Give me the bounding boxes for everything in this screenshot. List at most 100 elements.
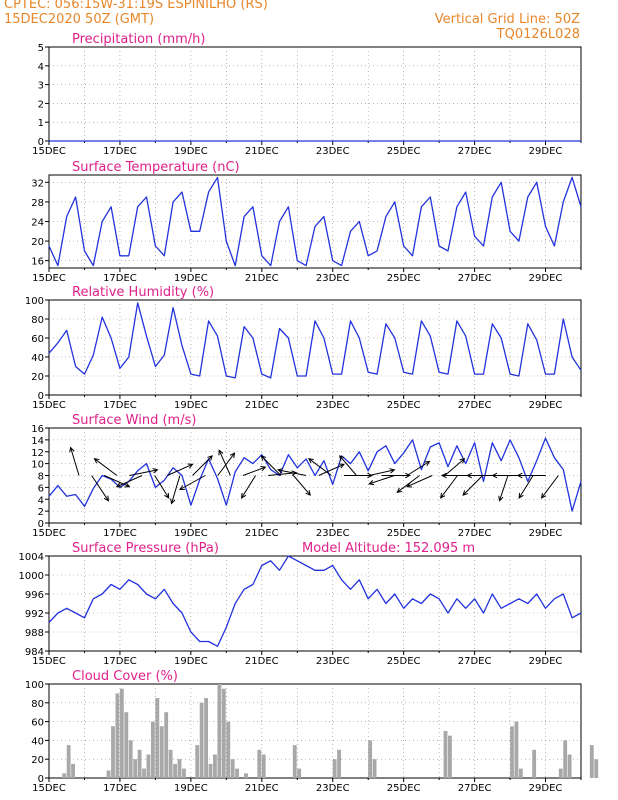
wind-vector: [406, 461, 430, 476]
wind-vector-head: [291, 470, 298, 476]
cloud-title: Cloud Cover (%): [72, 669, 178, 684]
wind-vector-head: [229, 452, 236, 459]
wind-vector-head: [516, 472, 523, 479]
wind-vector-head: [152, 468, 159, 474]
wind-vector-head: [207, 455, 213, 461]
cloud-bar: [332, 759, 337, 778]
wind-vector-head: [424, 460, 431, 467]
cloud-bar: [221, 688, 226, 778]
wind-vector: [241, 475, 257, 499]
wind-vector: [369, 475, 395, 485]
cloud-bar: [594, 759, 599, 778]
wind-vector: [192, 455, 213, 476]
rh-xtick-label: 17DEC: [103, 400, 137, 411]
pressure-ytick-label: 996: [25, 590, 44, 601]
cloud-xtick-label: 17DEC: [103, 783, 137, 794]
wind-vector-head: [170, 498, 176, 505]
cloud-bar: [563, 740, 568, 778]
wind-ytick-label: 0: [38, 519, 44, 530]
pressure-xtick-label: 25DEC: [387, 656, 421, 667]
wind-vector: [308, 458, 332, 476]
wind-vector-head: [338, 463, 345, 469]
cloud-bar: [168, 749, 173, 778]
pressure-xtick-label: 29DEC: [529, 656, 563, 667]
wind-vector: [440, 475, 458, 499]
wind-vector-head: [406, 482, 413, 488]
cloud-ytick-label: 100: [25, 680, 44, 691]
precip-ytick-label: 3: [38, 81, 44, 92]
precip-ytick-label: 1: [38, 118, 44, 129]
pressure-frame: [48, 555, 582, 652]
cloud-xtick-label: 23DEC: [316, 783, 350, 794]
cloud-frame: [48, 683, 582, 779]
cloud-bar: [111, 726, 115, 778]
wind-vector-head: [124, 482, 131, 488]
wind-ytick-label: 12: [31, 448, 44, 459]
wind-ytick-label: 6: [38, 483, 44, 494]
wind-vector: [260, 455, 282, 476]
wind-vector: [268, 472, 297, 476]
pressure-ytick-label: 1004: [19, 552, 44, 563]
precip-ytick-label: 2: [38, 99, 44, 110]
cloud-bar: [230, 759, 235, 778]
wind-vector: [406, 475, 433, 488]
wind-vector-head: [518, 492, 524, 499]
cloud-bar: [124, 712, 129, 778]
wind-vector: [167, 463, 193, 476]
wind-vector-head: [218, 449, 224, 456]
wind-vector-head: [368, 479, 375, 486]
cloud-bar: [217, 684, 222, 778]
precip-xtick-label: 21DEC: [245, 146, 279, 157]
wind-series-line: [48, 437, 582, 512]
cloud-ytick-label: 0: [38, 774, 44, 785]
wind-xtick-label: 29DEC: [529, 528, 563, 539]
cloud-xtick-label: 29DEC: [529, 783, 563, 794]
precip-ytick-label: 5: [38, 43, 44, 54]
wind-title: Surface Wind (m/s): [72, 413, 196, 428]
wind-vector: [218, 450, 231, 476]
wind-vector: [541, 475, 559, 499]
temp-series-line: [48, 176, 582, 267]
temp-xtick-label: 15DEC: [32, 273, 66, 284]
wind-vector-head: [115, 482, 122, 488]
pressure-xtick-label: 23DEC: [316, 656, 350, 667]
cloud-xtick-label: 19DEC: [174, 783, 208, 794]
pressure-ytick-label: 988: [25, 628, 44, 639]
precip-xtick-label: 27DEC: [458, 146, 492, 157]
cloud-ytick-label: 20: [31, 755, 44, 766]
wind-ytick-label: 16: [31, 424, 44, 435]
wind-vector-head: [308, 458, 314, 464]
cloud-bar: [66, 745, 71, 778]
wind-vector-head: [540, 492, 547, 499]
rh-xtick-label: 29DEC: [529, 400, 563, 411]
header-run-code: TQ0126L028: [496, 27, 580, 42]
cloud-bar: [133, 759, 138, 778]
wind-xtick-label: 19DEC: [174, 528, 208, 539]
cloud-bar: [297, 768, 302, 778]
wind-vector-head: [367, 472, 374, 479]
cloud-bar: [567, 754, 572, 778]
cloud-bar: [137, 749, 142, 778]
cloud-ytick-label: 60: [31, 718, 44, 729]
cloud-bar: [155, 698, 160, 778]
header-station: CPTEC: 056:15W-31:19S ESPINILHO (RS): [4, 0, 268, 12]
wind-vector: [293, 475, 311, 496]
rh-xtick-label: 23DEC: [316, 400, 350, 411]
wind-vector: [129, 469, 158, 476]
wind-ytick-label: 2: [38, 507, 44, 518]
pressure-ytick-label: 1000: [19, 571, 44, 582]
rh-xtick-label: 15DEC: [32, 400, 66, 411]
cloud-xtick-label: 15DEC: [32, 783, 66, 794]
wind-vector: [154, 475, 170, 499]
temp-xtick-label: 19DEC: [174, 273, 208, 284]
precip-xtick-label: 19DEC: [174, 146, 208, 157]
temp-xtick-label: 17DEC: [103, 273, 137, 284]
wind-xtick-label: 17DEC: [103, 528, 137, 539]
pressure-series-line: [48, 555, 582, 647]
cloud-bar: [292, 745, 297, 778]
rh-xtick-label: 25DEC: [387, 400, 421, 411]
wind-vector: [462, 475, 484, 496]
wind-vector-head: [178, 485, 185, 491]
wind-vector-head: [440, 492, 446, 499]
cloud-bar: [261, 754, 266, 778]
